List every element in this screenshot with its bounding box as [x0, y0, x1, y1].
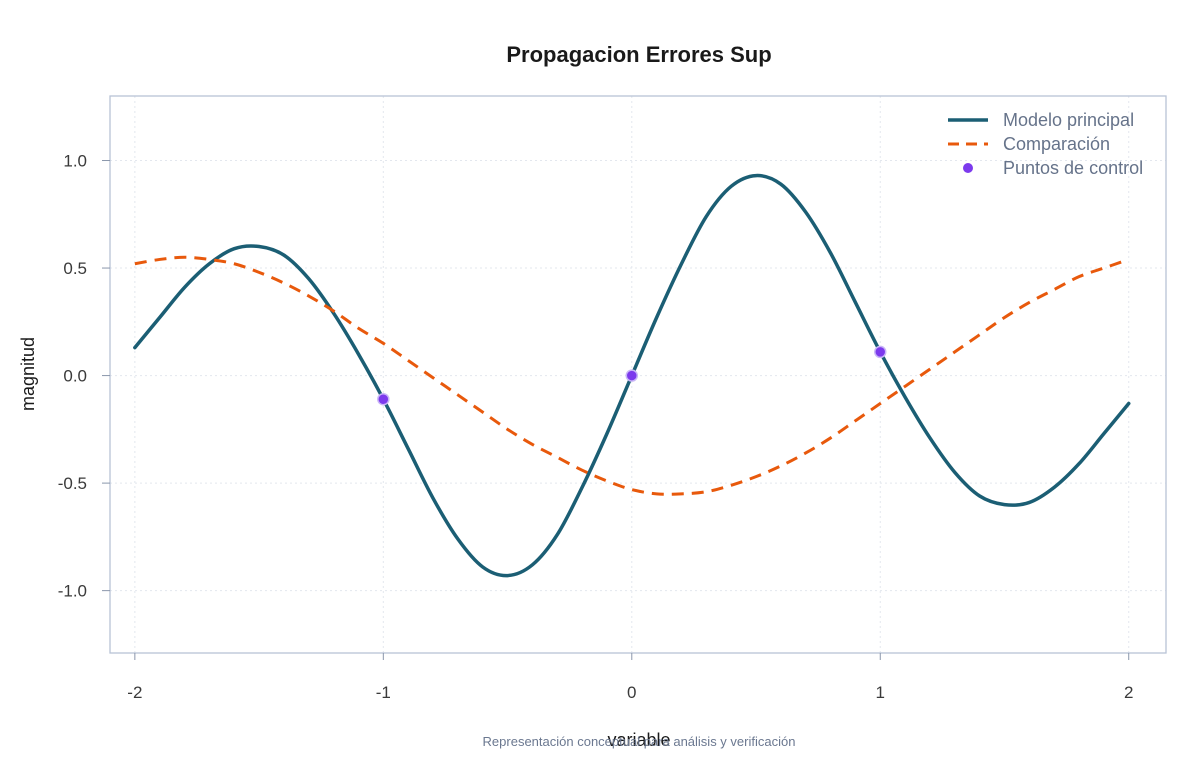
y-tick-label-4: 1.0: [63, 152, 87, 171]
legend-label-2: Puntos de control: [1003, 158, 1143, 178]
chart-caption: Representación conceptual para análisis …: [483, 734, 796, 749]
legend: Modelo principal Comparación Puntos de con…: [948, 110, 1143, 178]
axis-ticks: -2 -1 0 1 2 -1.0 -0.5 0.0 0.5 1.0: [58, 152, 1134, 702]
y-tick-label-0: -1.0: [58, 582, 87, 601]
series-line-1: [134, 255, 1130, 496]
x-tick-label-3: 1: [876, 683, 885, 702]
x-tick-label-1: -1: [376, 683, 391, 702]
plot-frame: [109, 95, 1167, 654]
series-layer: [133, 173, 1131, 578]
y-tick-label-1: -0.5: [58, 474, 87, 493]
x-tick-label-4: 2: [1124, 683, 1133, 702]
control-point-2: [874, 345, 887, 359]
legend-swatch-2: [963, 163, 973, 173]
x-tick-label-2: 0: [627, 683, 636, 702]
legend-label-1: Comparación: [1003, 134, 1110, 154]
control-point-1: [625, 369, 639, 382]
control-point-0: [377, 392, 390, 406]
y-tick-label-3: 0.5: [63, 259, 87, 278]
x-axis-label: variable: [607, 730, 670, 750]
y-axis-label: magnitud: [18, 337, 38, 411]
legend-label-0: Modelo principal: [1003, 110, 1134, 130]
y-tick-label-2: 0.0: [63, 367, 87, 386]
grid: [110, 96, 1166, 653]
chart-title: Propagacion Errores Sup: [506, 42, 771, 67]
x-tick-label-0: -2: [127, 683, 142, 702]
